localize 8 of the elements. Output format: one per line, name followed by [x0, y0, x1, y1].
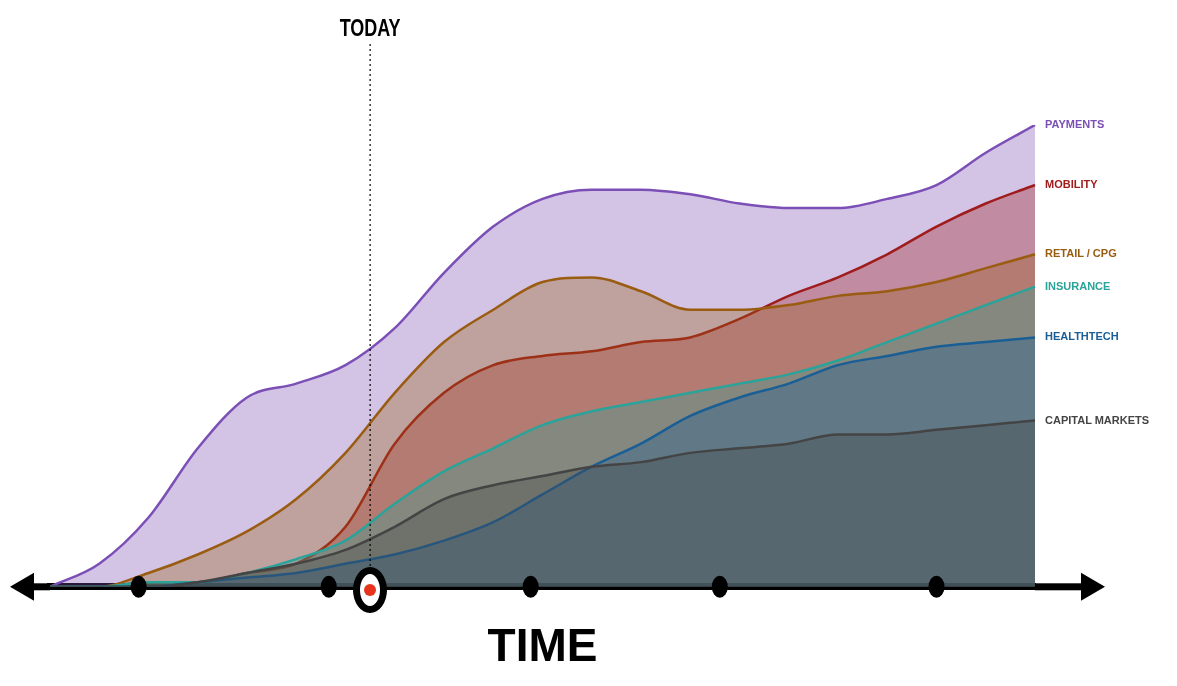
series-label: RETAIL / CPG	[1045, 247, 1117, 260]
series-label: PAYMENTS	[1045, 118, 1105, 131]
series-label: INSURANCE	[1045, 279, 1111, 292]
series-label: HEALTHTECH	[1045, 330, 1119, 343]
text: TODAY	[339, 14, 401, 41]
series-label: CAPITAL MARKETS	[1045, 413, 1150, 426]
x-axis-title: TIME	[487, 619, 598, 672]
series-label: MOBILITY	[1045, 178, 1099, 191]
